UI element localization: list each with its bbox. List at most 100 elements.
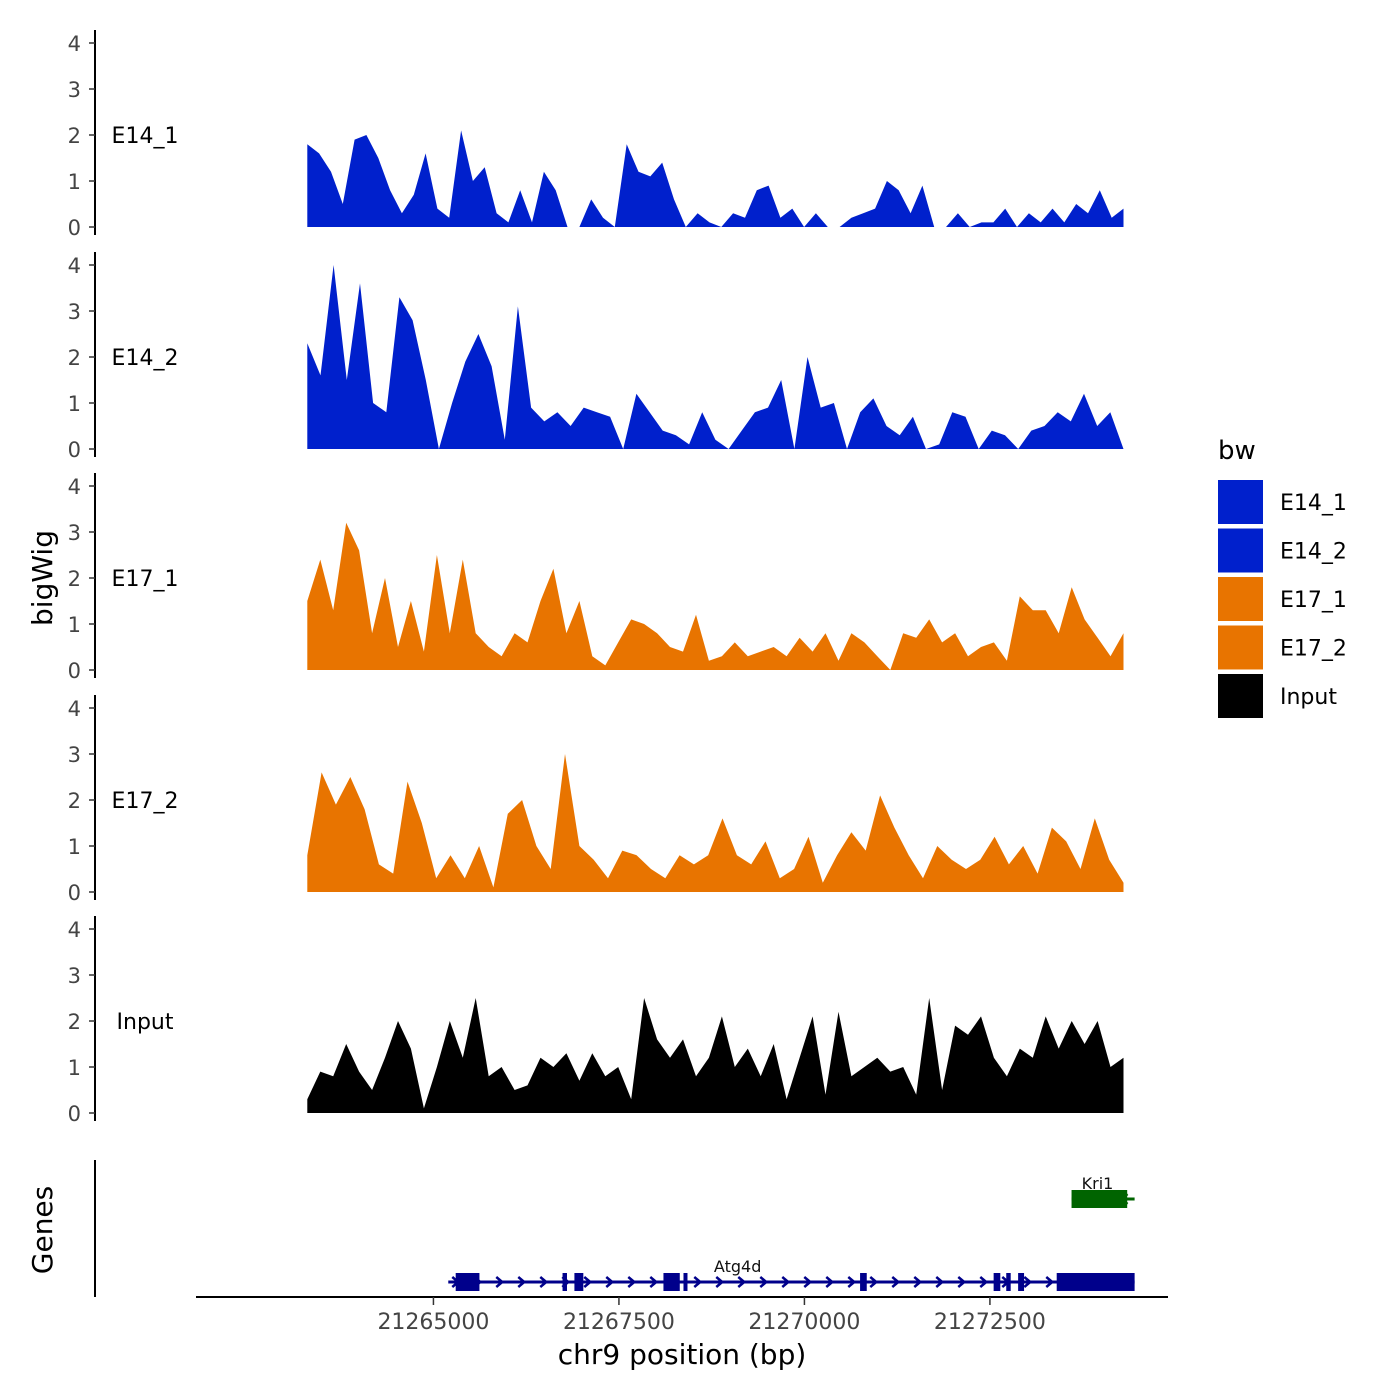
- legend-swatch: [1218, 480, 1263, 524]
- exon: [1071, 1190, 1128, 1208]
- coverage-area-E14_1: [307, 130, 1124, 227]
- x-tick-label: 21265000: [377, 1310, 489, 1335]
- gene-label: Atg4d: [714, 1257, 761, 1276]
- strand-arrow: [957, 1276, 967, 1288]
- gene-Atg4d: Atg4d: [448, 1257, 1135, 1291]
- exon: [663, 1273, 680, 1291]
- y-axis-label: bigWig: [26, 530, 59, 626]
- legend-entry-E17_2: E17_2: [1218, 625, 1347, 670]
- y-tick-label: 2: [68, 346, 81, 370]
- gene-annotation-panel: Kri1 Atg4d: [94, 1160, 1135, 1297]
- exon: [860, 1273, 867, 1291]
- legend-swatch: [1218, 528, 1263, 573]
- strand-arrow: [1023, 1276, 1033, 1288]
- y-tick-label: 3: [68, 521, 81, 545]
- exon: [1018, 1273, 1025, 1291]
- legend-swatch: [1218, 674, 1263, 718]
- legend-title: bw: [1218, 436, 1256, 466]
- track-label: E17_2: [112, 789, 179, 814]
- y-tick-label: 3: [68, 964, 81, 988]
- legend-swatch: [1218, 625, 1263, 670]
- x-tick-label: 21270000: [748, 1310, 860, 1335]
- strand-arrow: [583, 1276, 593, 1288]
- exon: [1006, 1273, 1011, 1291]
- strand-arrow: [605, 1276, 615, 1288]
- coverage-tracks: 0 1 2 3 4 E14_1 0 1 2 3 4 E14_2 0 1 2 3 4 E17_1 0 1 2 3 4 E17_2…: [68, 30, 1124, 1126]
- y-tick-label: 2: [68, 124, 81, 148]
- strand-arrow: [759, 1276, 769, 1288]
- y-tick-label: 0: [68, 881, 81, 905]
- strand-arrow: [737, 1276, 747, 1288]
- legend-label: E17_1: [1280, 588, 1347, 613]
- track-E14_2: 0 1 2 3 4 E14_2: [68, 252, 1124, 462]
- strand-arrow: [627, 1276, 637, 1288]
- strand-arrow: [1045, 1276, 1055, 1288]
- y-tick-label: 3: [68, 743, 81, 767]
- gene-label: Kri1: [1082, 1174, 1114, 1193]
- exon: [993, 1273, 1001, 1291]
- strand-arrow: [495, 1276, 505, 1288]
- exon: [1056, 1273, 1135, 1291]
- track-label: E17_1: [112, 567, 179, 592]
- x-tick-label: 21272500: [934, 1310, 1046, 1335]
- strand-arrow: [781, 1276, 791, 1288]
- strand-arrow: [847, 1276, 857, 1288]
- coverage-area-E14_2: [307, 265, 1124, 449]
- exon: [562, 1273, 567, 1291]
- coverage-area-Input: [307, 998, 1124, 1113]
- legend-label: Input: [1280, 685, 1337, 710]
- y-tick-label: 3: [68, 300, 81, 324]
- legend-entry-E17_1: E17_1: [1218, 577, 1347, 621]
- track-E17_2: 0 1 2 3 4 E17_2: [68, 695, 1124, 905]
- exon: [455, 1273, 480, 1291]
- y-tick-label: 2: [68, 789, 81, 813]
- strand-arrow: [803, 1276, 813, 1288]
- legend: bw E14_1 E14_2 E17_1 E17_2 Input: [1218, 436, 1347, 718]
- strand-arrow: [649, 1276, 659, 1288]
- y-tick-label: 1: [68, 170, 81, 194]
- strand-arrow: [891, 1276, 901, 1288]
- y-tick-label: 1: [68, 1056, 81, 1080]
- y-tick-label: 4: [68, 697, 81, 721]
- legend-swatch: [1218, 577, 1263, 621]
- track-label: Input: [117, 1010, 174, 1035]
- legend-entry-E14_2: E14_2: [1218, 528, 1347, 573]
- y-tick-label: 1: [68, 835, 81, 859]
- strand-arrow: [715, 1276, 725, 1288]
- exon: [683, 1273, 688, 1291]
- y-tick-label: 0: [68, 1102, 81, 1126]
- y-tick-label: 0: [68, 438, 81, 462]
- strand-arrow: [979, 1276, 989, 1288]
- x-axis-label: chr9 position (bp): [558, 1338, 807, 1371]
- track-E14_1: 0 1 2 3 4 E14_1: [68, 30, 1124, 240]
- strand-arrow: [693, 1276, 703, 1288]
- track-label: E14_1: [112, 124, 179, 149]
- track-Input: 0 1 2 3 4 Input: [68, 916, 1124, 1126]
- track-E17_1: 0 1 2 3 4 E17_1: [68, 473, 1124, 683]
- strand-arrow: [517, 1276, 527, 1288]
- legend-label: E14_1: [1280, 491, 1347, 516]
- exon: [574, 1273, 584, 1291]
- y-tick-label: 2: [68, 567, 81, 591]
- track-label: E14_2: [112, 346, 179, 371]
- y-tick-label: 0: [68, 659, 81, 683]
- y-tick-label: 3: [68, 78, 81, 102]
- strand-arrow: [825, 1276, 835, 1288]
- strand-arrow: [935, 1276, 945, 1288]
- strand-arrow: [913, 1276, 923, 1288]
- strand-arrow: [539, 1276, 549, 1288]
- y-tick-label: 0: [68, 216, 81, 240]
- coverage-area-E17_2: [307, 754, 1124, 892]
- x-tick-label: 21267500: [563, 1310, 675, 1335]
- legend-label: E17_2: [1280, 637, 1347, 662]
- y-tick-label: 1: [68, 613, 81, 637]
- y-tick-label: 4: [68, 254, 81, 278]
- coverage-area-E17_1: [307, 522, 1124, 670]
- legend-entry-Input: Input: [1218, 674, 1337, 718]
- strand-arrow: [869, 1276, 879, 1288]
- legend-label: E14_2: [1280, 540, 1347, 565]
- y-tick-label: 1: [68, 392, 81, 416]
- y-tick-label: 4: [68, 32, 81, 56]
- y-tick-label: 4: [68, 475, 81, 499]
